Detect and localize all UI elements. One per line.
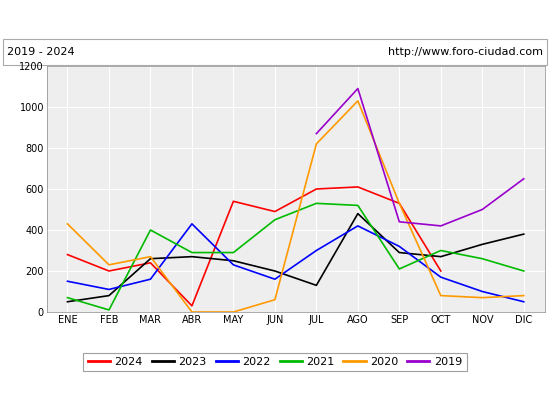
Legend: 2024, 2023, 2022, 2021, 2020, 2019: 2024, 2023, 2022, 2021, 2020, 2019 bbox=[84, 352, 466, 372]
Text: http://www.foro-ciudad.com: http://www.foro-ciudad.com bbox=[388, 47, 543, 57]
FancyBboxPatch shape bbox=[3, 39, 547, 65]
Text: Evolucion Nº Turistas Nacionales en el municipio de Valdastillas: Evolucion Nº Turistas Nacionales en el m… bbox=[25, 12, 525, 26]
Text: 2019 - 2024: 2019 - 2024 bbox=[7, 47, 74, 57]
